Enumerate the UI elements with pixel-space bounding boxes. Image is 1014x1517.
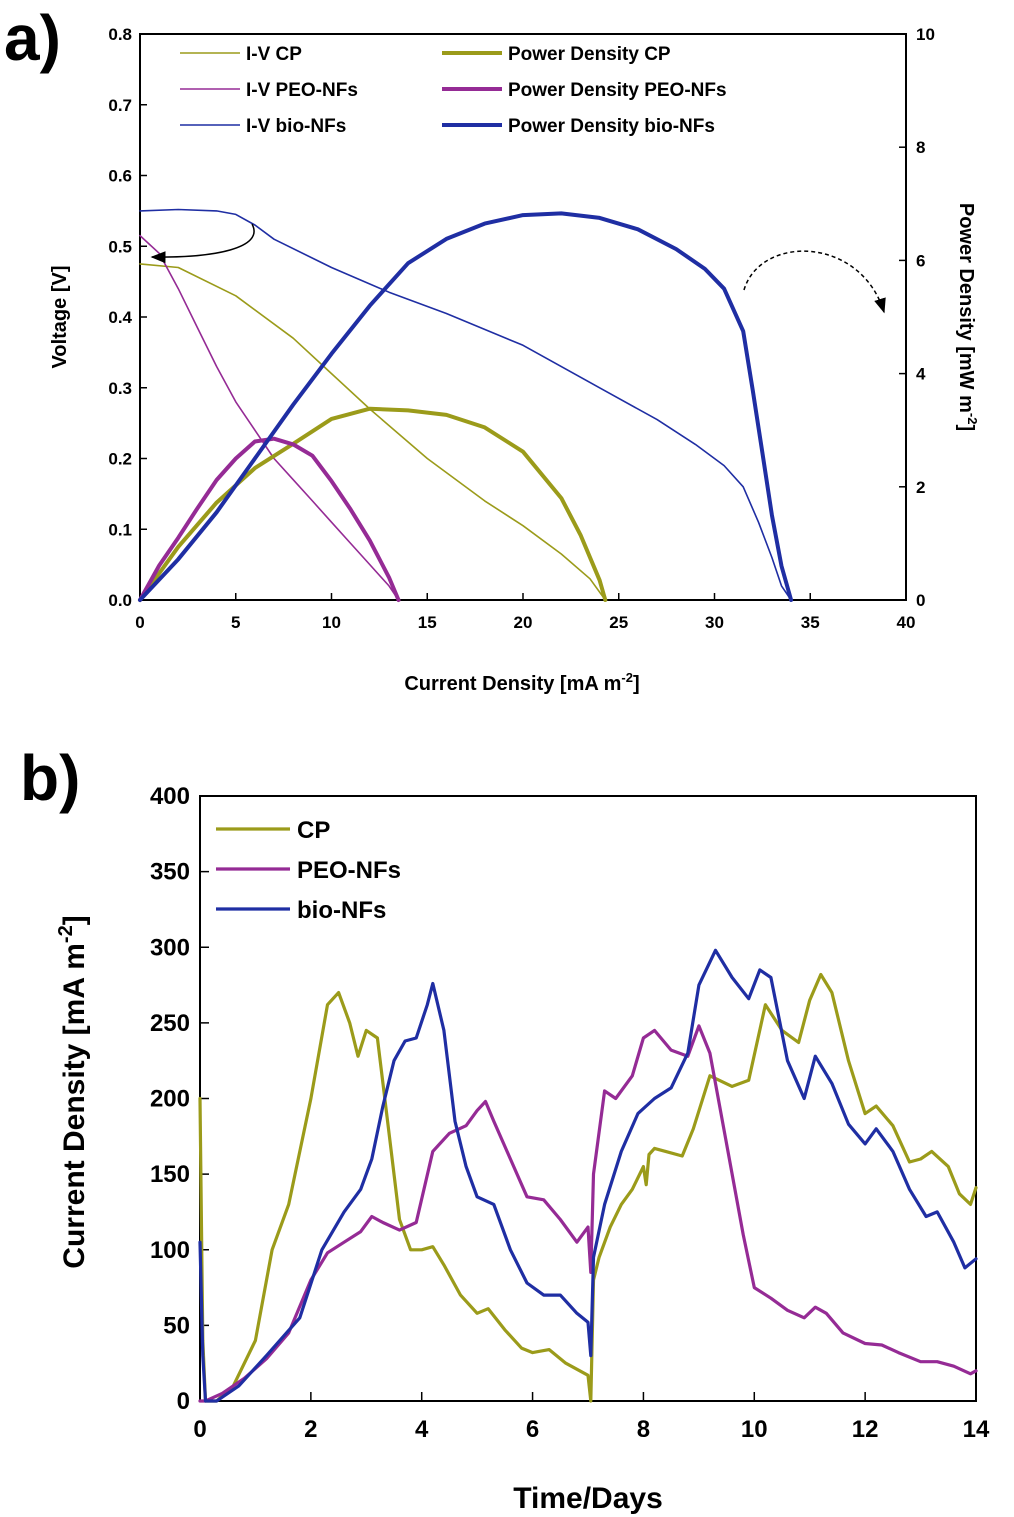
y2-axis-label-a: Power Density [mW m-2]	[955, 203, 980, 431]
x-tick-label-b: 6	[526, 1416, 539, 1443]
legend-label-power-density-cp: Power Density CP	[508, 44, 671, 65]
y2-tick-label-a: 6	[916, 251, 925, 270]
legend-a: I-V CP Power Density CP I-V PEO-NFs Power D…	[180, 44, 727, 137]
legend-label-i-v-cp: I-V CP	[246, 44, 302, 65]
x-axis-label-a: Current Density [mA m-2]	[404, 670, 639, 695]
x-tick-label-b: 12	[852, 1416, 879, 1443]
y-tick-label-a: 0.0	[108, 591, 132, 610]
y-axis-label-a: Voltage [V]	[49, 266, 71, 369]
y2-tick-label-a: 10	[916, 25, 935, 44]
series-line-peo-nfs	[198, 1024, 978, 1403]
y-tick-label-a: 0.1	[108, 520, 132, 539]
y-tick-label-b: 100	[150, 1237, 190, 1264]
legend-b: CP PEO-NFs bio-NFs	[216, 817, 401, 924]
x-tick-label-a: 0	[135, 613, 144, 632]
series-line-i-v-cp	[139, 263, 607, 601]
axis-ticks-b: 0 2 4 6 8 10 12 14 0 50 100 150 200 250 300 350 400	[150, 783, 990, 1443]
y-tick-label-a: 0.2	[108, 450, 132, 469]
y-tick-label-a: 0.8	[108, 25, 132, 44]
y2-tick-label-a: 4	[916, 365, 926, 384]
y-axis-label-b: Current Density [mA m-2]	[55, 915, 91, 1268]
x-axis-label-b: Time/Days	[513, 1482, 663, 1515]
panel-a-label: a)	[4, 2, 61, 74]
y-tick-label-b: 300	[150, 934, 190, 961]
series-line-i-v-bio-nfs	[139, 208, 792, 601]
x-tick-label-b: 4	[415, 1416, 429, 1443]
x-tick-label-a: 25	[609, 613, 628, 632]
y2-tick-label-a: 8	[916, 138, 925, 157]
y-tick-label-b: 250	[150, 1010, 190, 1037]
y2-tick-label-a: 2	[916, 478, 925, 497]
x-tick-label-a: 35	[801, 613, 820, 632]
y-tick-label-b: 200	[150, 1086, 190, 1113]
x-tick-label-b: 0	[193, 1416, 206, 1443]
y2-tick-label-a: 0	[916, 591, 925, 610]
y-tick-label-a: 0.6	[108, 167, 132, 186]
y-tick-label-a: 0.5	[108, 237, 132, 256]
x-tick-label-a: 10	[322, 613, 341, 632]
y-tick-label-a: 0.4	[108, 308, 132, 327]
y-tick-label-b: 50	[163, 1312, 190, 1339]
x-tick-label-a: 20	[514, 613, 533, 632]
x-tick-label-a: 30	[705, 613, 724, 632]
y-tick-label-b: 150	[150, 1161, 190, 1188]
y-tick-label-b: 400	[150, 783, 190, 810]
x-tick-label-a: 5	[231, 613, 240, 632]
series-line-power-density-cp	[138, 406, 608, 602]
legend-label-i-v-peo-nfs: I-V PEO-NFs	[246, 80, 358, 101]
series-line-bio-nfs	[198, 948, 978, 1403]
series-line-power-density-peo-nfs	[138, 436, 401, 602]
legend-label-i-v-bio-nfs: I-V bio-NFs	[246, 116, 346, 137]
y-tick-label-a: 0.3	[108, 379, 132, 398]
legend-label-power-density-bio-nfs: Power Density bio-NFs	[508, 116, 715, 137]
panel-b: b) 0 2 4 6 8 10 12 14 0 50 100 150 200 250 300 350 400 C…	[20, 742, 990, 1515]
x-tick-label-b: 2	[304, 1416, 317, 1443]
panel-a: a) 0 5 10 15 20 25 30 35 400.00.10.20.30.40.50.6…	[4, 2, 980, 695]
x-tick-label-b: 10	[741, 1416, 768, 1443]
y-tick-label-a: 0.7	[108, 96, 132, 115]
x-tick-label-a: 40	[897, 613, 916, 632]
y-tick-label-b: 0	[177, 1388, 190, 1415]
panel-b-label: b)	[20, 742, 80, 814]
y-tick-label-b: 350	[150, 859, 190, 886]
x-tick-label-b: 14	[963, 1416, 990, 1443]
legend-label-bio-nfs: bio-NFs	[297, 897, 386, 924]
x-tick-label-b: 8	[637, 1416, 650, 1443]
series-layer-b	[198, 948, 978, 1403]
legend-label-power-density-peo-nfs: Power Density PEO-NFs	[508, 80, 727, 101]
series-layer-a	[138, 208, 794, 602]
x-tick-label-a: 15	[418, 613, 437, 632]
legend-label-cp: CP	[297, 817, 330, 844]
series-line-power-density-bio-nfs	[138, 211, 794, 602]
right-axis-arrow	[743, 250, 886, 314]
series-line-i-v-peo-nfs	[139, 234, 400, 601]
legend-label-peo-nfs: PEO-NFs	[297, 857, 401, 884]
left-axis-arrow	[150, 223, 255, 264]
